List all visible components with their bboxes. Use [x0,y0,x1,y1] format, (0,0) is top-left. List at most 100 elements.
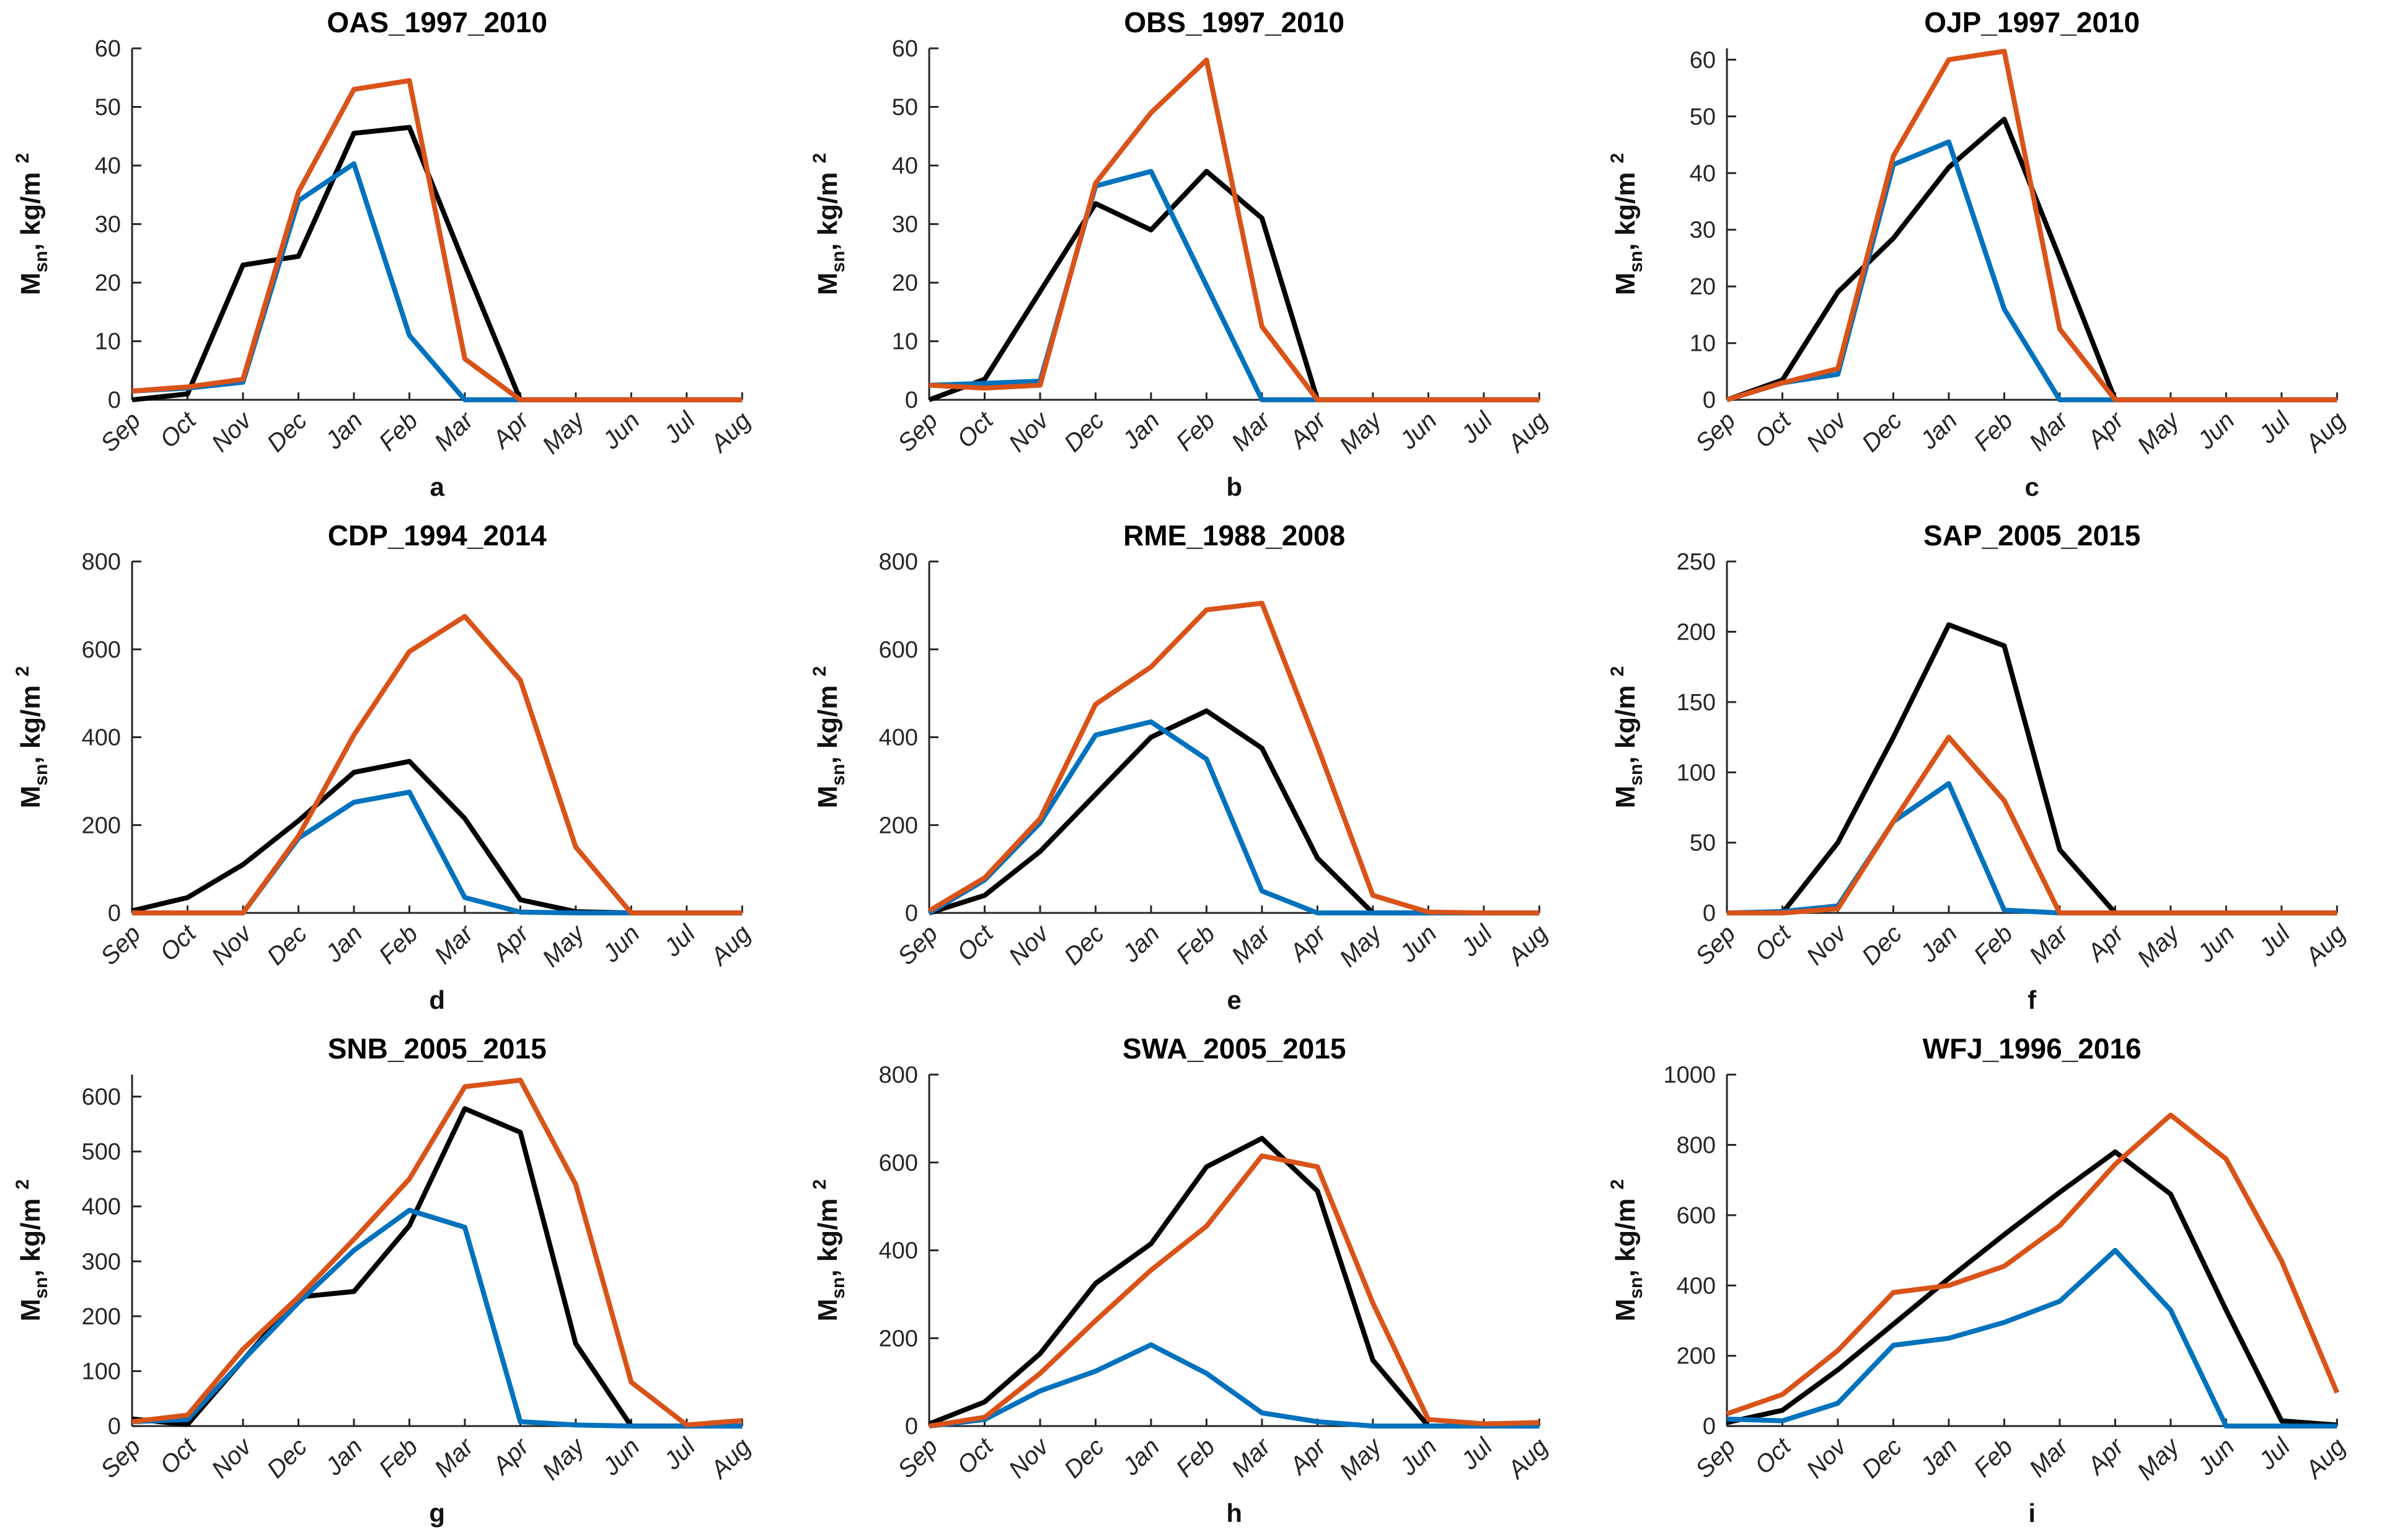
x-tick-label-jul: Jul [2253,1433,2296,1476]
y-axis-label: Msn, kg/m2 [1607,153,1646,296]
x-tick-label-oct: Oct [1749,406,1796,453]
y-tick-label: 200 [82,1304,121,1330]
x-tick-label-jun: Jun [2192,920,2240,968]
x-tick-label-apr: Apr [487,406,535,454]
x-tick-label-aug: Aug [705,1433,756,1485]
x-tick-label-jul: Jul [2253,920,2296,962]
y-tick-label: 400 [82,725,121,751]
y-tick-label: 20 [95,270,121,296]
x-tick-label-oct: Oct [155,919,202,966]
x-tick-label-feb: Feb [1969,407,2018,456]
subplot-h: SWA_2005_2015 Msn, kg/m2 0 200 400 600 800 Sep O… [797,1026,1594,1539]
x-tick-label-jul: Jul [1456,407,1499,449]
x-tick-label-apr: Apr [1284,1433,1333,1481]
series-orange-line [131,1078,743,1428]
y-tick-label: 400 [82,1194,121,1220]
x-tick-label-apr: Apr [2081,1433,2130,1481]
subplot-letter: h [1227,1499,1243,1528]
x-tick-label-sep: Sep [893,1433,943,1484]
x-tick-label-feb: Feb [1171,407,1220,456]
x-tick-label-jun: Jun [1395,407,1442,454]
x-tick-label-oct: Oct [155,406,202,453]
subplot-letter: e [1227,985,1242,1014]
y-axis-label: Msn, kg/m2 [810,153,849,296]
x-tick-label-may: May [1335,405,1388,459]
chart-title: WFJ_1996_2016 [1922,1032,2141,1065]
subplot-i: WFJ_1996_2016 Msn, kg/m2 0 200 400 600 800 1000… [1595,1026,2392,1539]
x-tick-label-sep: Sep [95,1433,146,1484]
y-tick-label: 400 [1676,1274,1715,1300]
x-tick-label-mar: Mar [1227,919,1277,969]
x-tick-label-feb: Feb [374,1433,423,1483]
x-tick-label-may: May [1335,919,1388,973]
chart-g: SNB_2005_2015 Msn, kg/m2 0 100 200 300 400 500 6… [12,1032,756,1528]
x-tick-label-jun: Jun [1395,920,1442,968]
subplot-letter: d [429,985,445,1014]
x-tick-label-may: May [537,919,591,973]
y-tick-label: 150 [1676,690,1715,716]
x-tick-label-mar: Mar [429,919,479,969]
x-tick-label-oct: Oct [952,1433,999,1480]
chart-h: SWA_2005_2015 Msn, kg/m2 0 200 400 600 800 Sep O… [810,1032,1553,1528]
y-tick-label: 0 [905,900,918,926]
y-tick-label: 60 [1689,47,1715,73]
subplot-a: OAS_1997_2010 Msn, kg/m2 0 10 20 30 40 50 60 Sep O… [0,0,797,513]
x-tick-label-sep: Sep [95,920,146,970]
y-tick-label: 800 [1676,1133,1715,1159]
x-tick-label-nov: Nov [1801,919,1853,970]
x-tick-label-aug: Aug [1502,407,1553,458]
y-tick-label: 600 [1676,1203,1715,1229]
x-tick-label-jul: Jul [658,1433,701,1476]
x-tick-label-apr: Apr [487,919,535,967]
y-tick-label: 0 [108,900,121,926]
y-axis-label: Msn, kg/m2 [1607,666,1646,809]
x-tick-label-jun: Jun [597,407,645,454]
x-tick-label-may: May [537,405,591,459]
x-tick-label-sep: Sep [893,407,943,457]
subplot-d: CDP_1994_2014 Msn, kg/m2 0 200 400 600 800 Sep O… [0,513,797,1026]
x-tick-label-may: May [2132,1432,2186,1486]
x-tick-label-jan: Jan [1915,407,1962,454]
y-tick-label: 250 [1676,549,1715,575]
chart-title: SNB_2005_2015 [328,1032,547,1065]
x-tick-label-aug: Aug [705,920,756,972]
x-tick-label-dec: Dec [262,1433,312,1484]
y-tick-label: 300 [82,1249,121,1275]
x-tick-label-nov: Nov [1004,919,1055,970]
y-tick-label: 200 [82,813,121,839]
chart-e: RME_1988_2008 Msn, kg/m2 0 200 400 600 800 Sep O… [810,519,1553,1014]
y-tick-label: 0 [905,387,918,413]
x-tick-label-sep: Sep [893,920,943,970]
x-tick-label-mar: Mar [429,1433,479,1483]
x-tick-label-sep: Sep [95,407,146,457]
series-black-line [928,169,1540,403]
y-tick-label: 30 [1689,218,1715,244]
y-tick-label: 600 [879,1150,918,1176]
y-tick-label: 40 [892,153,918,179]
series-blue-line [929,169,1540,403]
x-tick-label-feb: Feb [1969,1433,2018,1483]
subplot-c: OJP_1997_2010 Msn, kg/m2 0 10 20 30 40 50 60 Sep O… [1595,0,2392,513]
series-black-line [1726,1150,2337,1428]
x-tick-label-nov: Nov [206,1432,258,1484]
y-tick-label: 400 [879,725,918,751]
y-tick-label: 0 [1703,900,1716,926]
x-tick-label-apr: Apr [487,1433,535,1481]
subplot-b: OBS_1997_2010 Msn, kg/m2 0 10 20 30 40 50 60 Sep O… [797,0,1594,513]
x-tick-label-apr: Apr [2081,406,2130,454]
x-tick-label-aug: Aug [2299,407,2350,458]
y-tick-label: 0 [108,1414,121,1440]
y-tick-label: 40 [1689,161,1715,187]
y-tick-label: 60 [95,36,121,62]
y-tick-label: 40 [95,153,121,179]
subplot-letter: g [429,1499,445,1528]
chart-title: SAP_2005_2015 [1923,519,2140,552]
series-blue-line [1726,781,2337,916]
x-tick-label-feb: Feb [1171,1433,1220,1483]
x-tick-label-oct: Oct [952,919,999,966]
subplot-letter: c [2024,472,2039,501]
x-tick-label-dec: Dec [1059,920,1110,970]
y-tick-label: 200 [879,813,918,839]
x-tick-label-mar: Mar [2024,919,2074,969]
series-orange-line [1726,48,2337,403]
